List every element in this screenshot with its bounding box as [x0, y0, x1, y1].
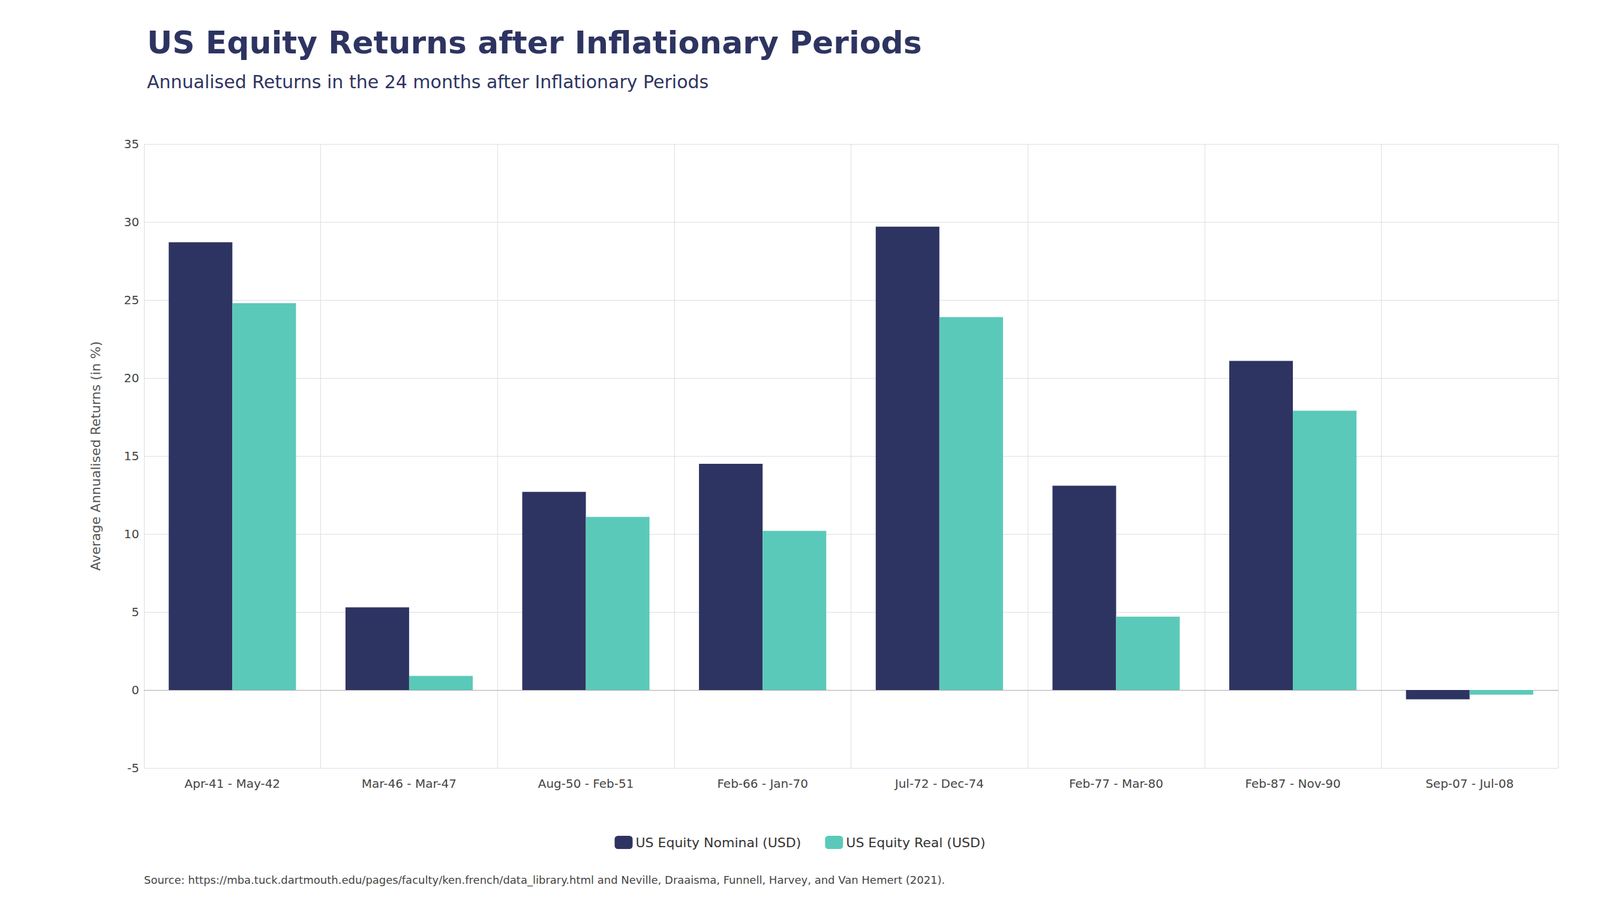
- svg-text:Feb-77 - Mar-80: Feb-77 - Mar-80: [1069, 776, 1164, 791]
- svg-text:10: 10: [124, 526, 140, 542]
- svg-text:30: 30: [124, 214, 140, 230]
- svg-text:25: 25: [124, 292, 140, 308]
- svg-text:0: 0: [131, 682, 140, 698]
- svg-text:-5: -5: [127, 760, 140, 776]
- svg-text:Apr-41 - May-42: Apr-41 - May-42: [184, 776, 281, 791]
- svg-text:Jul-72 - Dec-74: Jul-72 - Dec-74: [893, 776, 984, 791]
- svg-text:Feb-87 - Nov-90: Feb-87 - Nov-90: [1244, 776, 1341, 791]
- svg-text:20: 20: [124, 370, 140, 386]
- svg-text:Average Annualised Returns (in: Average Annualised Returns (in %): [88, 341, 104, 571]
- svg-text:5: 5: [131, 604, 140, 620]
- svg-text:US Equity Real (USD): US Equity Real (USD): [845, 835, 986, 851]
- svg-text:15: 15: [124, 448, 140, 464]
- svg-text:US Equity Nominal (USD): US Equity Nominal (USD): [635, 835, 802, 851]
- svg-text:US Equity Returns after Inflat: US Equity Returns after Inflationary Per…: [146, 24, 923, 61]
- svg-text:Mar-46 - Mar-47: Mar-46 - Mar-47: [361, 776, 457, 791]
- svg-text:Aug-50 - Feb-51: Aug-50 - Feb-51: [538, 776, 635, 791]
- svg-text:Sep-07 - Jul-08: Sep-07 - Jul-08: [1425, 776, 1514, 791]
- svg-text:Source: https://mba.tuck.dartm: Source: https://mba.tuck.dartmouth.edu/p…: [143, 873, 945, 887]
- svg-text:35: 35: [124, 136, 140, 152]
- svg-text:Annualised Returns in the 24 m: Annualised Returns in the 24 months afte…: [146, 71, 709, 93]
- svg-text:Feb-66 - Jan-70: Feb-66 - Jan-70: [716, 776, 809, 791]
